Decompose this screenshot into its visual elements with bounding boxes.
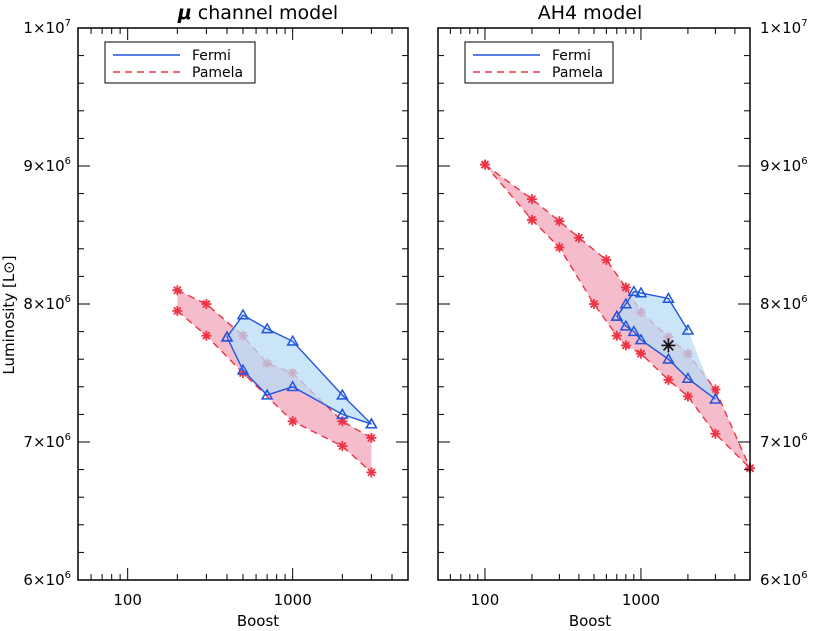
pamela-point <box>337 441 348 452</box>
panel-1-ylabel-close: ] <box>0 255 18 261</box>
fermi-point <box>286 380 299 392</box>
fermi-point <box>336 388 349 400</box>
legend-label-fermi: Fermi <box>552 48 591 64</box>
legend-label-fermi: Fermi <box>192 48 231 64</box>
fermi-point <box>365 417 378 429</box>
fermi-point <box>662 291 675 303</box>
y-tick-label: 1×107 <box>23 18 71 37</box>
fermi-point <box>627 325 641 337</box>
pamela-point <box>366 467 377 478</box>
y-tick-label: 1×107 <box>760 18 808 37</box>
chart-marks: 100 10006×1067×1068×1069×1061×107FermiPam… <box>23 18 807 609</box>
x-tick-label: 100 <box>471 591 500 609</box>
pamela-point <box>601 254 612 265</box>
panel-1-ylabel-text: Luminosity [L <box>0 273 18 374</box>
pamela-point <box>526 194 537 205</box>
pamela-point <box>710 428 721 439</box>
panel-1: 100 1000 6×106 7×106 8×106 9×106 1×107 FermiPam… <box>23 18 409 609</box>
fermi-point <box>220 330 234 342</box>
pamela-point <box>238 368 248 378</box>
x-tick-label: 1000 <box>274 591 312 609</box>
fermi-lower-line <box>226 336 372 425</box>
y-tick-label: 6×106 <box>23 570 71 589</box>
fermi-point <box>260 388 274 400</box>
fermi-point <box>681 372 695 384</box>
pamela-point <box>201 299 212 309</box>
fermi-point <box>627 285 641 297</box>
pamela-point <box>663 374 674 385</box>
fermi-point <box>236 308 250 320</box>
fermi-point <box>662 352 675 364</box>
y-tick-label: 6×106 <box>760 570 808 589</box>
fermi-point <box>681 323 695 335</box>
pamela-point <box>620 340 631 351</box>
fermi-point <box>336 407 349 419</box>
pamela-point <box>554 216 565 227</box>
pamela-point <box>172 285 183 296</box>
panel-2-title: AH4 model <box>538 2 643 24</box>
pamela-point <box>611 330 622 341</box>
pamela-point <box>287 416 298 427</box>
pamela-point <box>554 242 565 253</box>
best-fit-point <box>661 338 676 353</box>
y-tick-label: 9×106 <box>23 156 71 175</box>
fermi-point <box>286 334 299 346</box>
pamela-point <box>573 232 584 243</box>
legend-box <box>464 41 614 84</box>
pamela-point <box>635 348 646 359</box>
panel-1-xlabel: Boost <box>237 612 279 630</box>
fermi-point <box>610 309 624 321</box>
panel-1-title: μ channel model <box>177 2 338 24</box>
fermi-point <box>709 392 722 404</box>
pamela-point <box>337 416 348 427</box>
y-tick-label: 7×106 <box>760 432 808 451</box>
pamela-point <box>526 214 537 225</box>
legend-label-pamela: Pamela <box>552 65 603 81</box>
pamela-point <box>479 159 490 170</box>
panel-1-frame <box>77 27 409 581</box>
x-tick-label: 1000 <box>622 591 660 609</box>
pamela-point <box>172 305 183 316</box>
fermi-point <box>634 286 648 298</box>
fermi-point <box>260 322 274 334</box>
pamela-lower-line <box>176 310 372 473</box>
fermi-band-fill <box>227 315 372 425</box>
pamela-point <box>589 299 599 309</box>
legend-box <box>104 41 256 84</box>
fermi-point <box>634 333 648 345</box>
fermi-point <box>619 319 633 331</box>
pamela-point <box>201 330 212 341</box>
panel-1-title-text: channel model <box>198 2 338 24</box>
pamela-point <box>682 391 693 402</box>
y-tick-label: 8×106 <box>760 294 808 313</box>
pamela-point <box>620 282 631 293</box>
panel-1-title-symbol: μ <box>177 2 192 24</box>
panel-1-ylabel: Luminosity [L⊙] <box>0 255 18 374</box>
panel-2: 100 1000 6×106 7×106 8×106 9×106 1×107 FermiPam… <box>437 18 808 609</box>
fermi-point <box>619 297 633 309</box>
y-tick-label: 9×106 <box>760 156 808 175</box>
sun-symbol: ⊙ <box>0 261 18 274</box>
y-tick-label: 8×106 <box>23 294 71 313</box>
fermi-lower-line <box>616 315 716 400</box>
y-tick-label: 7×106 <box>23 432 71 451</box>
panel-2-xlabel: Boost <box>569 612 611 630</box>
legend-label-pamela: Pamela <box>192 65 243 81</box>
x-tick-label: 100 <box>113 591 142 609</box>
pamela-point <box>366 432 377 443</box>
pamela-point <box>710 384 721 395</box>
fermi-point <box>236 363 250 375</box>
